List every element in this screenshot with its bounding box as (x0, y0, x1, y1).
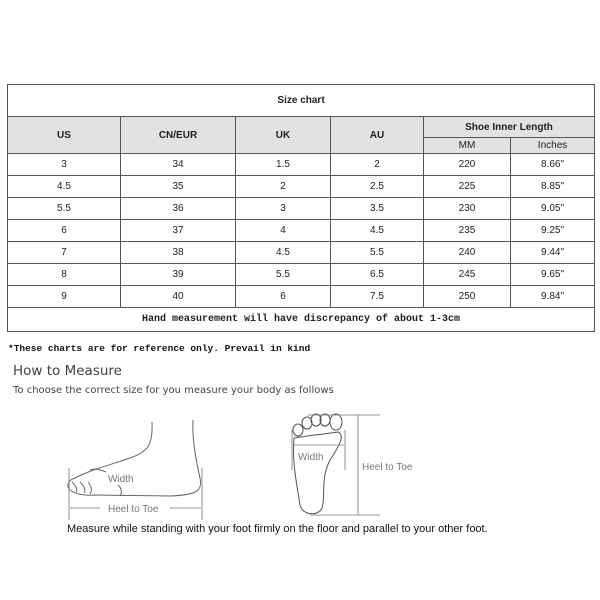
cell-inches: 9.84" (509, 285, 596, 308)
cell-inches: 9.44" (509, 241, 596, 264)
subheader-inches: Inches (509, 137, 596, 154)
cell-au: 2 (330, 153, 424, 176)
cell-uk: 1.5 (235, 153, 331, 176)
side-length-label: Heel to Toe (108, 504, 159, 515)
size-chart-table: Size chart US CN/EUR UK AU Shoe Inner Le… (6, 84, 596, 332)
cell-uk: 6 (235, 285, 331, 308)
cell-uk: 5.5 (235, 263, 331, 286)
cell-au: 3.5 (330, 197, 424, 220)
sole-length-label: Heel to Toe (362, 462, 413, 473)
cell-us: 4.5 (7, 175, 121, 198)
side-length-arrow (68, 468, 203, 520)
cell-au: 6.5 (330, 263, 424, 286)
cell-au: 5.5 (330, 241, 424, 264)
cell-uk: 4.5 (235, 241, 331, 264)
cell-us: 8 (7, 263, 121, 286)
cell-uk: 4 (235, 219, 331, 242)
cell-mm: 250 (423, 285, 511, 308)
cell-us: 3 (7, 153, 121, 176)
cell-au: 7.5 (330, 285, 424, 308)
cell-mm: 235 (423, 219, 511, 242)
size-chart-title: Size chart (6, 84, 596, 117)
cell-us: 7 (7, 241, 121, 264)
cell-cn-eur: 34 (120, 153, 236, 176)
table-row: 4.5 35 2 2.5 225 8.85" (7, 175, 596, 198)
header-uk: UK (235, 116, 331, 154)
subheader-mm: MM (423, 137, 511, 154)
cell-us: 6 (7, 219, 121, 242)
cell-mm: 220 (423, 153, 511, 176)
table-row: 9 40 6 7.5 250 9.84" (7, 285, 596, 308)
cell-uk: 3 (235, 197, 331, 220)
reference-note: *These charts are for reference only. Pr… (8, 343, 311, 354)
cell-us: 5.5 (7, 197, 121, 220)
side-width-label: Width (108, 474, 134, 485)
cell-cn-eur: 37 (120, 219, 236, 242)
cell-inches: 9.65" (509, 263, 596, 286)
table-row: 3 34 1.5 2 220 8.66" (7, 153, 596, 176)
sole-foot-icon (292, 413, 343, 515)
measurement-note: Hand measurement will have discrepancy o… (6, 307, 596, 332)
cell-mm: 225 (423, 175, 511, 198)
sole-width-lines (291, 414, 380, 516)
table-row: 7 38 4.5 5.5 240 9.44" (7, 241, 596, 264)
header-us: US (7, 116, 121, 154)
measure-instruction: Measure while standing with your foot fi… (67, 523, 488, 535)
how-to-measure-title: How to Measure (13, 363, 122, 379)
table-row: 8 39 5.5 6.5 245 9.65" (7, 263, 596, 286)
cell-cn-eur: 39 (120, 263, 236, 286)
cell-au: 2.5 (330, 175, 424, 198)
cell-cn-eur: 38 (120, 241, 236, 264)
header-au: AU (330, 116, 424, 154)
cell-cn-eur: 36 (120, 197, 236, 220)
cell-us: 9 (7, 285, 121, 308)
foot-measurement-illustration: Width Heel to Toe Width Heel to Toe (67, 413, 413, 520)
side-foot-icon (67, 419, 202, 497)
cell-au: 4.5 (330, 219, 424, 242)
header-shoe-inner-length: Shoe Inner Length (422, 116, 596, 138)
cell-uk: 2 (235, 175, 331, 198)
cell-cn-eur: 40 (120, 285, 236, 308)
cell-mm: 240 (423, 241, 511, 264)
how-to-measure-subtitle: To choose the correct size for you measu… (13, 385, 334, 396)
table-row: 6 37 4 4.5 235 9.25" (7, 219, 596, 242)
cell-inches: 9.05" (509, 197, 596, 220)
cell-mm: 230 (423, 197, 511, 220)
cell-cn-eur: 35 (120, 175, 236, 198)
header-cn-eur: CN/EUR (120, 116, 236, 154)
sole-width-label: Width (298, 452, 324, 463)
cell-inches: 9.25" (509, 219, 596, 242)
cell-mm: 245 (423, 263, 511, 286)
cell-inches: 8.85" (509, 175, 596, 198)
cell-inches: 8.66" (509, 153, 596, 176)
table-row: 5.5 36 3 3.5 230 9.05" (7, 197, 596, 220)
